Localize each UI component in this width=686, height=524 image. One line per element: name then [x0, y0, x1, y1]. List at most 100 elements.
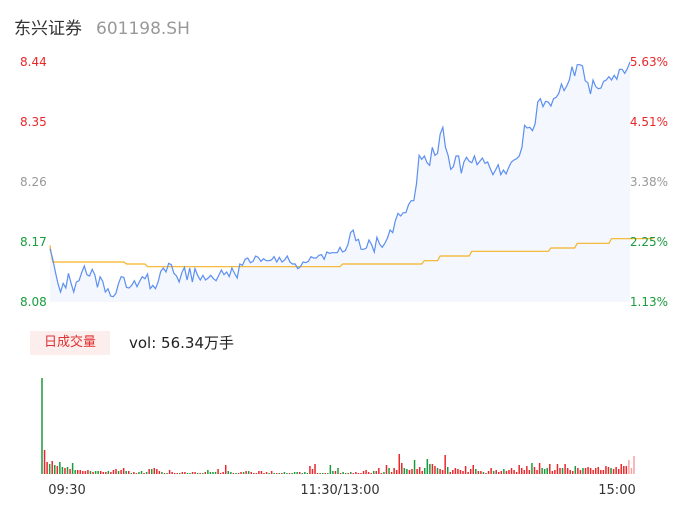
volume-bar: [219, 473, 222, 474]
volume-bar: [309, 466, 311, 474]
volume-bar: [43, 450, 46, 474]
volume-bar: [161, 472, 163, 474]
volume-bar: [230, 472, 232, 474]
volume-bar: [582, 468, 584, 474]
volume-bar: [268, 473, 270, 474]
volume-bar: [48, 464, 51, 474]
volume-bar: [498, 472, 500, 474]
volume-bar: [176, 473, 178, 474]
volume-bar: [209, 472, 212, 474]
volume-bar: [156, 469, 158, 474]
volume-bar: [551, 471, 554, 474]
volume-bar: [339, 473, 342, 474]
volume-bar: [306, 473, 309, 474]
volume-bar: [298, 472, 301, 474]
volume-bar: [523, 470, 526, 474]
volume-bar: [107, 471, 110, 474]
volume-tab[interactable]: 日成交量: [30, 331, 110, 355]
volume-bar: [559, 468, 561, 474]
volume-bar: [620, 464, 622, 474]
volume-bar: [533, 467, 536, 474]
volume-bar: [171, 472, 173, 474]
volume-bar: [513, 470, 515, 474]
volume-bar: [418, 467, 421, 474]
volume-bar: [388, 468, 390, 474]
volume-bar: [365, 470, 367, 474]
volume-bar: [617, 469, 620, 474]
y-tick-left: 8.44: [20, 55, 47, 69]
volume-bar: [255, 473, 258, 474]
volume-bar: [592, 470, 594, 474]
volume-bar: [102, 472, 104, 474]
volume-bar: [168, 470, 171, 474]
volume-bar: [536, 470, 538, 474]
volume-bar: [189, 473, 191, 474]
volume-bar: [500, 471, 503, 474]
volume-bar: [454, 468, 457, 474]
volume-bar: [304, 472, 306, 474]
volume-bar: [607, 467, 610, 474]
volume-bar: [597, 467, 600, 474]
volume-bar: [237, 473, 240, 474]
y-tick-left: 8.35: [20, 115, 47, 129]
volume-bar: [191, 472, 194, 474]
volume-bar: [286, 473, 288, 474]
volume-bar: [424, 468, 426, 474]
volume-bar: [133, 472, 135, 474]
volume-bar: [600, 470, 602, 474]
volume-bar: [89, 471, 92, 474]
volume-bar: [554, 470, 556, 474]
volume-bar: [337, 468, 339, 474]
volume-bar: [240, 472, 242, 474]
volume-bar: [59, 462, 61, 474]
volume-bar: [135, 473, 138, 474]
volume-bar: [615, 467, 617, 474]
volume-bar: [569, 470, 571, 474]
volume-bar: [464, 466, 467, 474]
volume-bar: [398, 454, 400, 474]
volume-bar: [278, 473, 281, 474]
volume-bar: [69, 469, 71, 474]
volume-bar: [477, 471, 480, 474]
volume-bar: [194, 472, 196, 474]
volume-bar: [633, 456, 635, 474]
volume-bar: [462, 471, 464, 474]
volume-bar: [556, 464, 559, 474]
volume-bar: [375, 471, 378, 474]
volume-bar: [503, 469, 505, 474]
y-tick-right: 1.13%: [630, 295, 668, 309]
volume-bar: [625, 466, 628, 474]
volume-bar: [120, 470, 122, 474]
volume-bar: [457, 469, 459, 474]
volume-bar: [296, 472, 298, 474]
volume-bar: [520, 468, 523, 474]
volume-bar: [467, 472, 469, 474]
volume-bar: [372, 471, 375, 474]
volume-bar: [612, 469, 615, 474]
volume-bar: [577, 468, 579, 474]
volume-bar: [584, 468, 587, 474]
volume-bar: [508, 470, 510, 474]
volume-bar: [574, 466, 577, 474]
volume-bar: [253, 473, 255, 474]
volume-bar: [128, 471, 130, 474]
volume-bar: [64, 468, 66, 474]
volume-bar: [360, 473, 362, 474]
volume-bar: [110, 472, 112, 474]
volume-bar: [623, 466, 625, 474]
volume-bar: [179, 473, 181, 474]
volume-bar: [526, 466, 528, 474]
volume-bar: [572, 471, 574, 474]
y-tick-left: 8.26: [20, 175, 47, 189]
volume-bar: [143, 473, 145, 474]
volume-bar: [426, 459, 429, 474]
volume-bar: [429, 464, 431, 474]
time-axis: 09:30 11:30/13:00 15:00: [48, 483, 635, 498]
volume-bar: [355, 472, 357, 474]
volume-bar: [207, 470, 209, 474]
volume-bar: [327, 473, 329, 474]
volume-bar: [490, 468, 492, 474]
volume-bar: [475, 469, 477, 474]
volume-bar: [393, 468, 395, 474]
volume-bar: [403, 468, 406, 474]
